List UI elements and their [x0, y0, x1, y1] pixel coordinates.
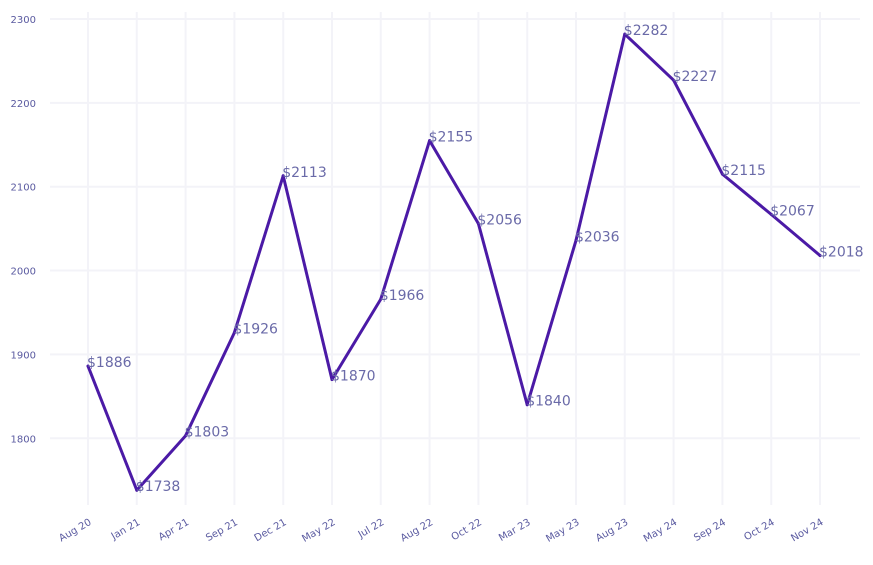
- data-point: [86, 364, 90, 368]
- data-label: $1926: [233, 322, 278, 338]
- data-point: [379, 297, 383, 301]
- data-point: [769, 212, 773, 216]
- data-point: [135, 488, 139, 492]
- data-label: $1803: [185, 425, 230, 441]
- data-label: $2113: [282, 165, 327, 181]
- x-axis-ticks: Aug 20 Jan 21 Apr 21 Sep 21 Dec 21 May 22 Jul …: [57, 517, 825, 545]
- data-label: $1886: [87, 355, 132, 371]
- y-tick-label: 2000: [11, 267, 36, 278]
- data-label: $2282: [624, 23, 669, 39]
- y-axis-ticks: 1800 1900 2000 2100 2200 2300: [11, 15, 36, 445]
- data-point: [672, 78, 676, 82]
- data-label: $2227: [673, 69, 718, 85]
- x-tick-label: Aug 22: [399, 517, 435, 544]
- x-tick-label: Mar 23: [497, 517, 533, 544]
- data-label: $2018: [819, 244, 864, 260]
- data-point: [428, 139, 432, 143]
- x-tick-label: May 24: [642, 517, 679, 545]
- x-tick-label: May 22: [300, 517, 337, 545]
- x-tick-label: Oct 22: [450, 517, 484, 543]
- x-tick-label: Apr 21: [157, 517, 191, 543]
- data-point: [818, 253, 822, 257]
- data-label: $1870: [331, 369, 376, 385]
- data-point: [184, 434, 188, 438]
- x-tick-label: Aug 23: [594, 517, 630, 544]
- data-label: $1738: [136, 479, 181, 495]
- data-point: [525, 403, 529, 407]
- series-layer: [86, 32, 822, 492]
- x-tick-label: Sep 24: [692, 517, 728, 544]
- series-line: [86, 32, 822, 492]
- data-label: $1966: [380, 288, 425, 304]
- x-tick-label: Jul 22: [356, 517, 387, 541]
- y-tick-label: 2300: [11, 15, 36, 26]
- y-tick-label: 1800: [11, 434, 36, 445]
- y-tick-label: 2100: [11, 183, 36, 194]
- x-tick-label: Nov 24: [789, 517, 825, 544]
- data-point: [720, 172, 724, 176]
- data-labels: $1886 $1738 $1803 $1926 $2113 $1870 $1966 $2155…: [87, 23, 864, 495]
- x-tick-label: Dec 21: [253, 517, 289, 544]
- x-tick-label: Oct 24: [742, 517, 776, 543]
- x-tick-label: Aug 20: [57, 517, 93, 544]
- data-label: $2067: [770, 203, 815, 219]
- data-point: [330, 378, 334, 382]
- y-tick-label: 2200: [11, 99, 36, 110]
- data-label: $2036: [575, 229, 620, 245]
- data-label: $2115: [721, 163, 766, 179]
- data-label: $2056: [477, 213, 522, 229]
- gridlines: [50, 12, 860, 505]
- data-point: [574, 238, 578, 242]
- data-label: $1840: [526, 394, 571, 410]
- y-tick-label: 1900: [11, 350, 36, 361]
- data-point: [476, 222, 480, 226]
- x-tick-label: Sep 21: [204, 517, 240, 544]
- data-point: [623, 32, 627, 36]
- x-tick-label: Jan 21: [109, 517, 142, 543]
- data-label: $2155: [429, 130, 474, 146]
- data-point: [281, 174, 285, 178]
- data-point: [232, 331, 236, 335]
- x-tick-label: May 23: [544, 517, 581, 545]
